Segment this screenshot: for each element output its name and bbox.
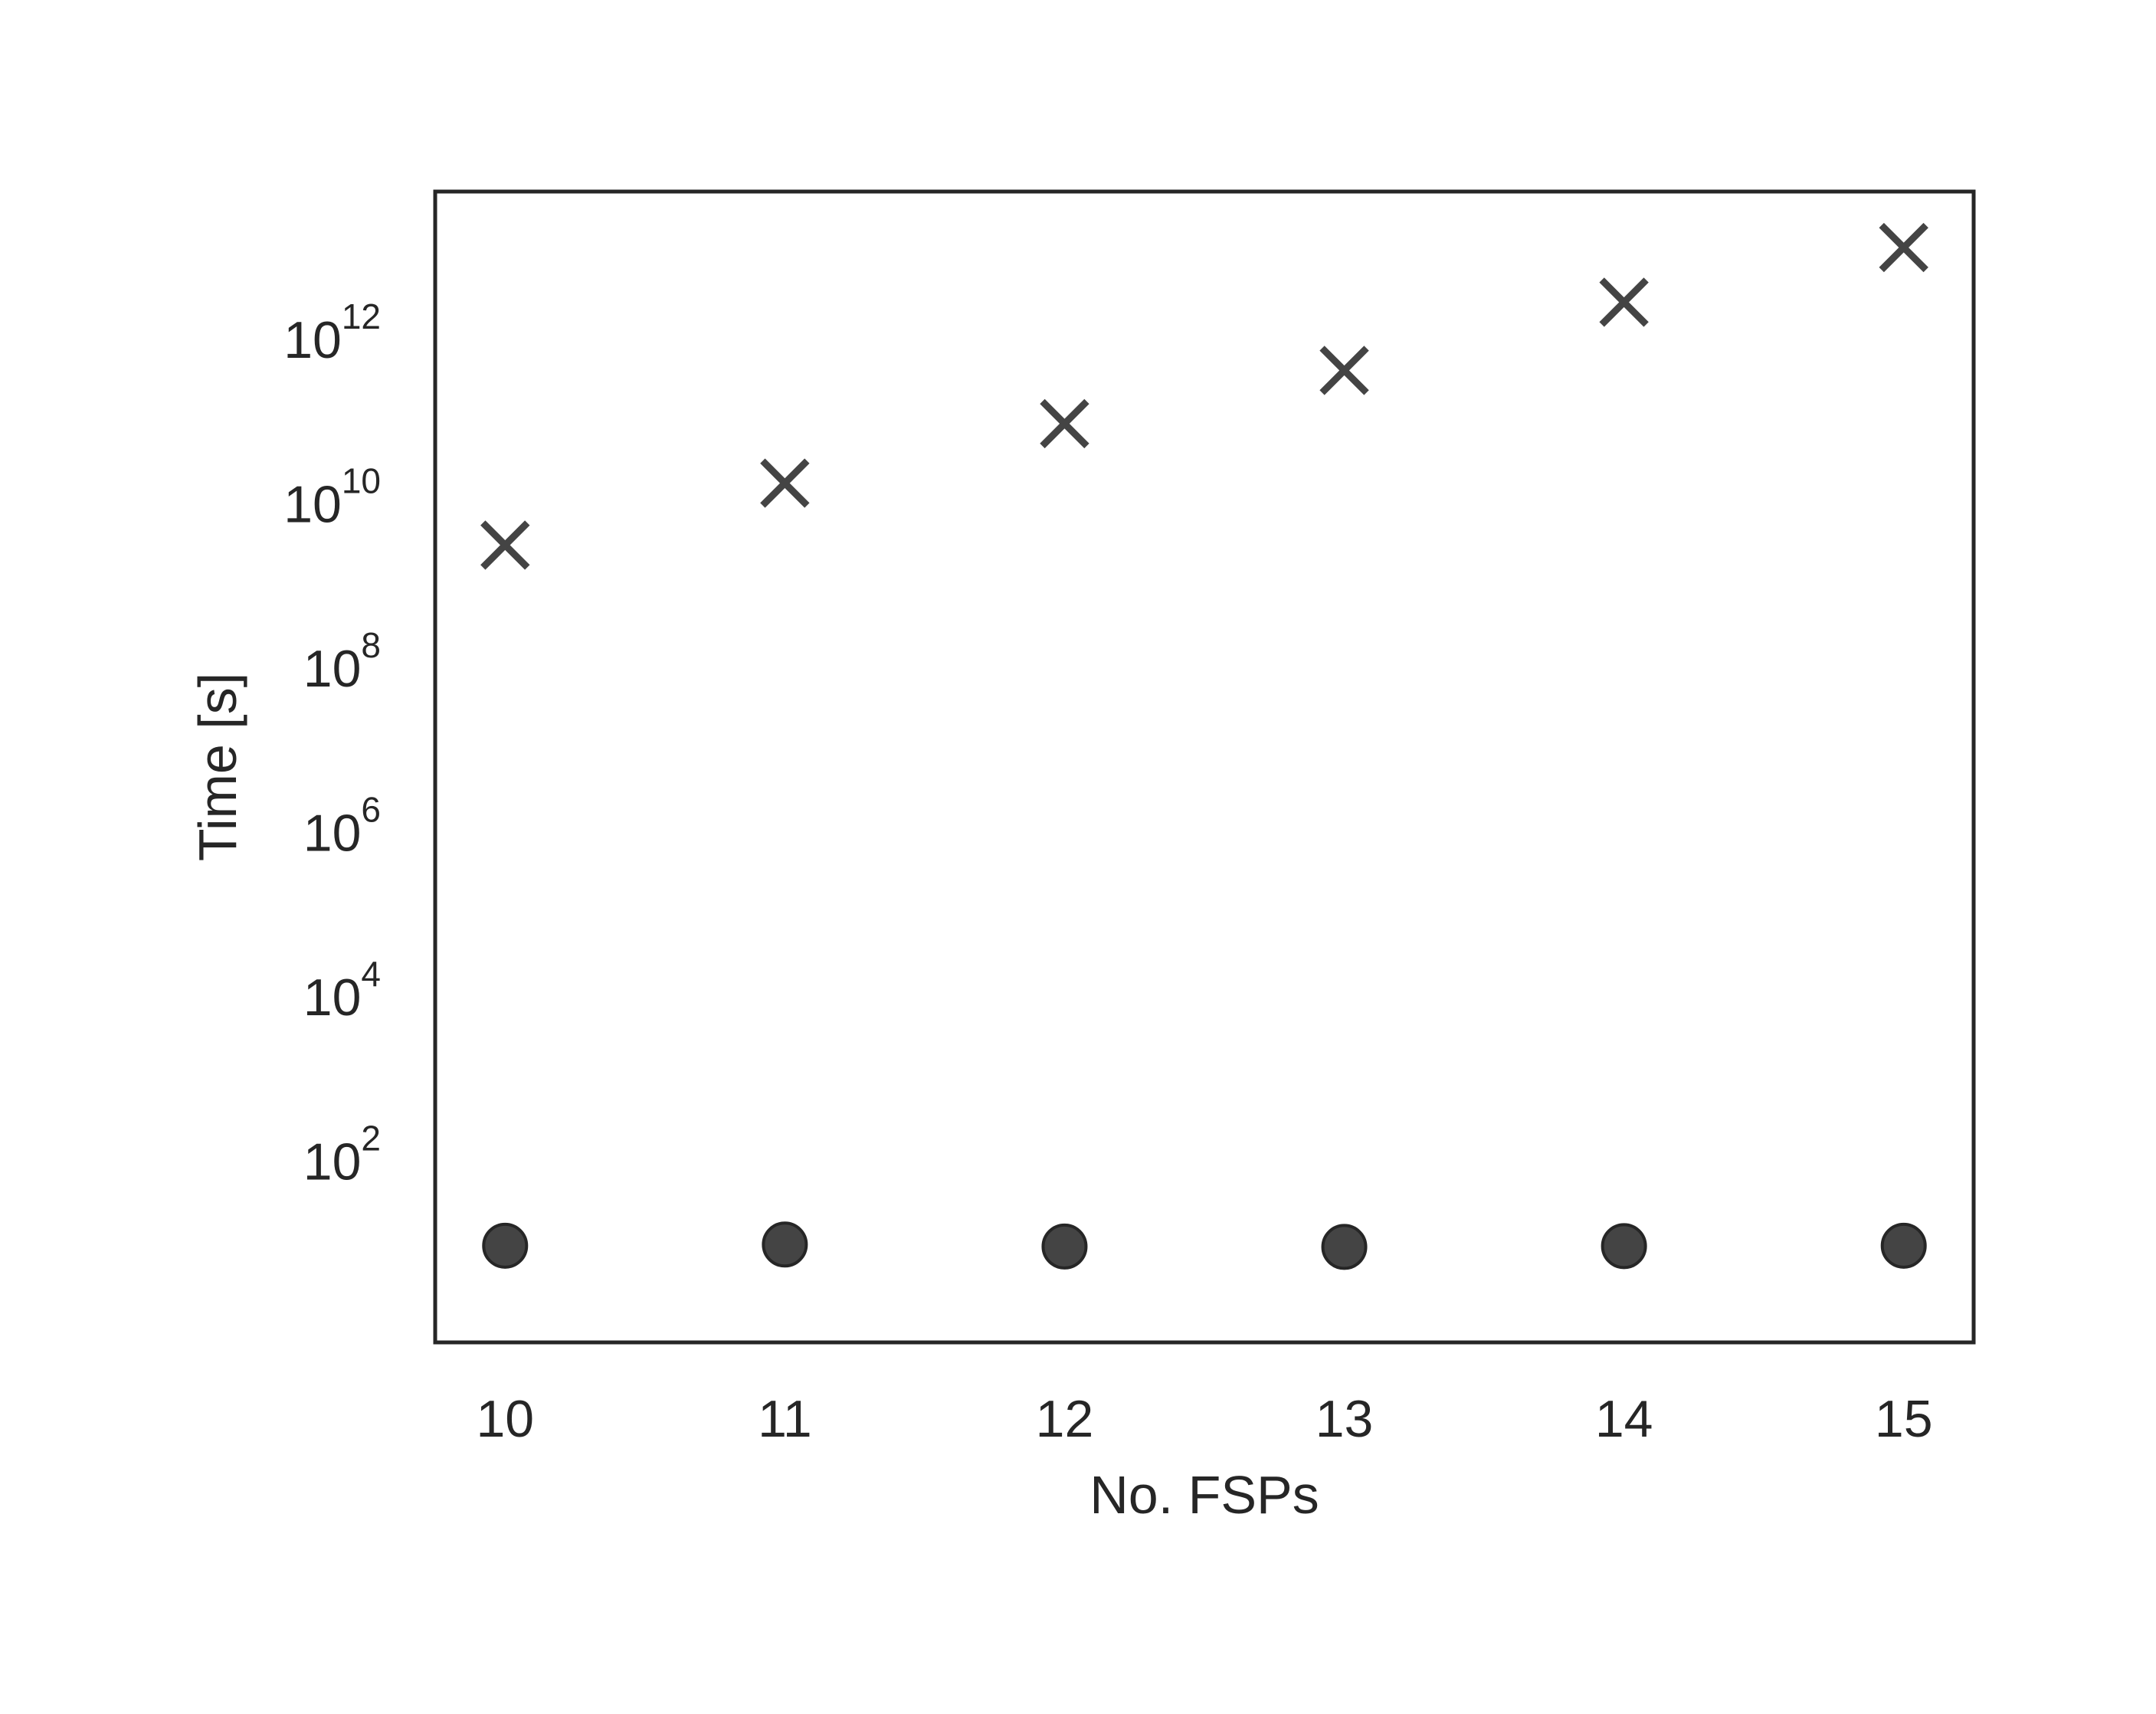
x-marker-point (760, 458, 810, 508)
x-axis-label: No. FSPs (1089, 1465, 1319, 1525)
circle-marker-point (762, 1221, 808, 1268)
x-marker-point (1599, 277, 1649, 327)
circle-marker-point (1041, 1223, 1088, 1270)
y-tick-labels: 102 104 106 108 1010 1012 (283, 297, 381, 1191)
x-tick-label: 13 (1316, 1390, 1374, 1448)
data-marks (480, 222, 1928, 1270)
y-tick-label: 1012 (283, 297, 381, 369)
y-axis-label: Time [s] (188, 673, 247, 861)
x-tick-labels: 10 11 12 13 14 15 (476, 1390, 1932, 1448)
x-marker-point (1040, 398, 1089, 449)
x-tick-label: 10 (476, 1390, 534, 1448)
x-marker-point (1319, 346, 1369, 395)
x-marker-point (480, 520, 530, 570)
circle-marker-point (1321, 1224, 1368, 1270)
y-tick-label: 1010 (283, 460, 381, 533)
y-tick-label: 104 (303, 954, 381, 1027)
x-tick-label: 12 (1036, 1390, 1094, 1448)
circle-marker-point (482, 1222, 529, 1269)
x-marker-point (1879, 222, 1928, 273)
x-tick-label: 11 (758, 1390, 812, 1448)
y-tick-label: 102 (303, 1119, 381, 1191)
y-tick-label: 106 (303, 789, 381, 862)
y-tick-label: 108 (303, 625, 381, 698)
circle-marker-point (1880, 1222, 1927, 1269)
circle-marker-point (1601, 1223, 1647, 1270)
x-tick-label: 15 (1875, 1390, 1933, 1448)
plot-frame (433, 189, 1976, 1345)
x-tick-label: 14 (1595, 1390, 1653, 1448)
